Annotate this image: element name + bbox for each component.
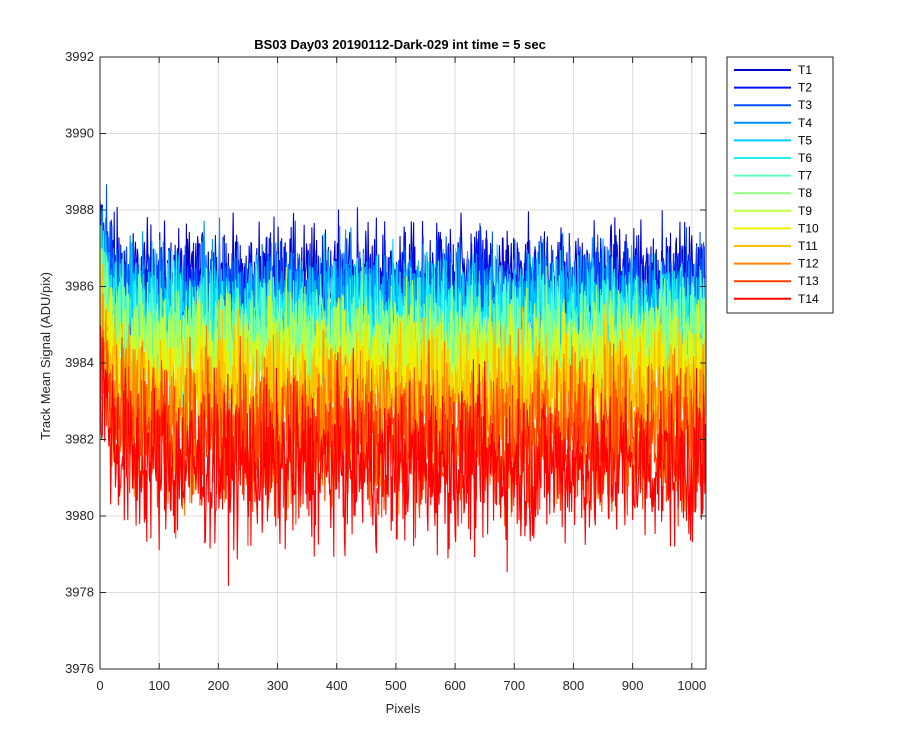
y-tick-label: 3980 bbox=[65, 508, 94, 523]
legend-label-t3: T3 bbox=[798, 98, 812, 112]
x-tick-label: 0 bbox=[96, 678, 103, 693]
x-tick-label: 700 bbox=[503, 678, 525, 693]
legend-label-t12: T12 bbox=[798, 257, 819, 271]
legend-box bbox=[726, 56, 834, 314]
x-tick-label: 200 bbox=[208, 678, 230, 693]
x-tick-label: 600 bbox=[444, 678, 466, 693]
x-tick-label: 300 bbox=[267, 678, 289, 693]
x-axis-label: Pixels bbox=[386, 701, 421, 716]
legend-label-t14: T14 bbox=[798, 292, 819, 306]
y-axis-label: Track Mean Signal (ADU/pix) bbox=[38, 272, 53, 440]
y-tick-label: 3984 bbox=[65, 355, 94, 370]
legend-label-t5: T5 bbox=[798, 133, 812, 147]
legend-label-t6: T6 bbox=[798, 151, 812, 165]
chart-title: BS03 Day03 20190112-Dark-029 int time = … bbox=[254, 37, 546, 52]
y-tick-label: 3992 bbox=[65, 49, 94, 64]
x-tick-label: 100 bbox=[148, 678, 170, 693]
series-group bbox=[99, 184, 706, 587]
legend: T1 T2 T3 T4 T5 T6 T7 T8 T9 T10 T11 T12 T13 T14 bbox=[726, 56, 834, 314]
legend-label-t8: T8 bbox=[798, 186, 812, 200]
legend-label-t11: T11 bbox=[798, 239, 818, 253]
legend-label-t9: T9 bbox=[798, 204, 812, 218]
series-line-t14 bbox=[99, 325, 706, 587]
x-tick-label: 1000 bbox=[677, 678, 706, 693]
legend-label-t7: T7 bbox=[798, 169, 812, 183]
legend-label-t1: T1 bbox=[798, 63, 812, 77]
y-tick-label: 3988 bbox=[65, 202, 94, 217]
y-tick-label: 3990 bbox=[65, 126, 94, 141]
x-tick-label: 900 bbox=[622, 678, 644, 693]
legend-label-t10: T10 bbox=[798, 221, 819, 235]
legend-label-t4: T4 bbox=[798, 116, 812, 130]
ticks: 0 100 200 300 400 500 600 700 800 900 1000 3976 3978… bbox=[65, 49, 706, 693]
y-tick-label: 3982 bbox=[65, 432, 94, 447]
x-tick-label: 500 bbox=[385, 678, 407, 693]
x-tick-label: 800 bbox=[563, 678, 585, 693]
y-tick-label: 3986 bbox=[65, 279, 94, 294]
y-tick-label: 3976 bbox=[65, 661, 94, 676]
x-tick-label: 400 bbox=[326, 678, 348, 693]
legend-label-t13: T13 bbox=[798, 274, 819, 288]
legend-label-t2: T2 bbox=[798, 81, 812, 95]
y-tick-label: 3978 bbox=[65, 585, 94, 600]
